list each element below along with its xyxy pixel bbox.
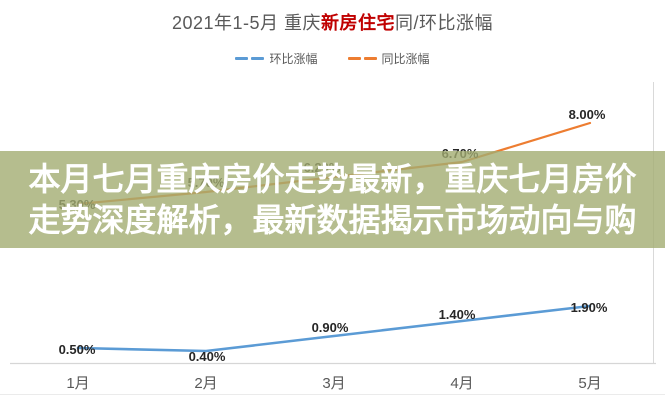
headline-overlay-band: 本月七月重庆房价走势最新，重庆七月房价 走势深度解析，最新数据揭示市场动向与购: [0, 151, 665, 248]
data-label: 1.90%: [571, 300, 608, 315]
data-label: 8.00%: [569, 107, 606, 122]
legend-dash-icon: [363, 57, 377, 60]
data-label: 1.40%: [439, 307, 476, 322]
headline-line-2: 走势深度解析，最新数据揭示市场动向与购: [28, 201, 637, 238]
chart-legend: 环比涨幅 同比涨幅: [0, 50, 665, 67]
chart-title-prefix: 2021年1-5月 重庆: [171, 13, 322, 33]
chart-title-highlight: 新房住宅: [321, 13, 396, 33]
chart-title: 2021年1-5月 重庆新房住宅同/环比涨幅: [0, 9, 665, 35]
data-label: 0.90%: [312, 320, 349, 335]
chart-title-suffix: 同/环比涨幅: [395, 13, 494, 33]
legend-label-mom: 环比涨幅: [269, 52, 318, 66]
legend-dash-icon: [347, 57, 361, 60]
x-axis-label: 2月: [194, 375, 217, 392]
legend-label-yoy: 同比涨幅: [381, 52, 430, 66]
x-axis-label: 1月: [66, 375, 89, 392]
legend-dash-icon: [235, 57, 249, 60]
legend-dash-icon: [251, 57, 265, 60]
x-axis-label: 5月: [578, 375, 601, 392]
legend-item-yoy: 同比涨幅: [347, 50, 430, 67]
legend-item-mom: 环比涨幅: [235, 50, 318, 67]
x-axis-label: 4月: [450, 375, 473, 392]
headline-line-1: 本月七月重庆房价走势最新，重庆七月房价: [28, 160, 637, 197]
x-axis-label: 3月: [322, 375, 345, 392]
data-label: 0.40%: [189, 349, 226, 364]
series-line-mom: [76, 304, 592, 353]
data-label: 0.50%: [59, 342, 96, 357]
